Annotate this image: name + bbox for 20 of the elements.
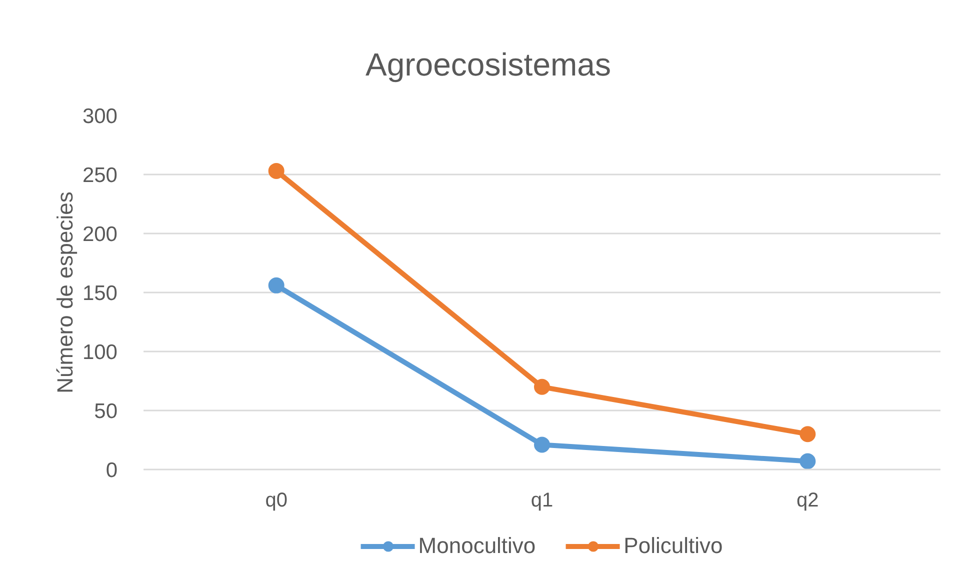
y-axis-title: Número de especies <box>52 192 78 394</box>
point <box>534 436 550 453</box>
y-tick-label: 0 <box>106 459 118 482</box>
legend-label: Policultivo <box>624 533 723 559</box>
x-tick-label: q0 <box>265 490 288 512</box>
y-tick-label: 200 <box>82 223 118 246</box>
y-tick-label: 50 <box>94 400 118 423</box>
point <box>534 378 550 395</box>
x-tick-label: q1 <box>530 490 554 512</box>
chart-title: Agroecosistemas <box>366 46 611 82</box>
point <box>800 426 816 442</box>
point <box>800 453 816 470</box>
legend-label: Monocultivo <box>418 533 536 559</box>
y-tick-label: 250 <box>82 164 118 187</box>
y-tick-label: 150 <box>82 282 118 305</box>
point <box>268 277 284 294</box>
point <box>268 162 284 179</box>
y-tick-label: 300 <box>82 105 118 128</box>
y-tick-label: 100 <box>82 341 118 364</box>
x-tick-label: q2 <box>796 490 819 512</box>
